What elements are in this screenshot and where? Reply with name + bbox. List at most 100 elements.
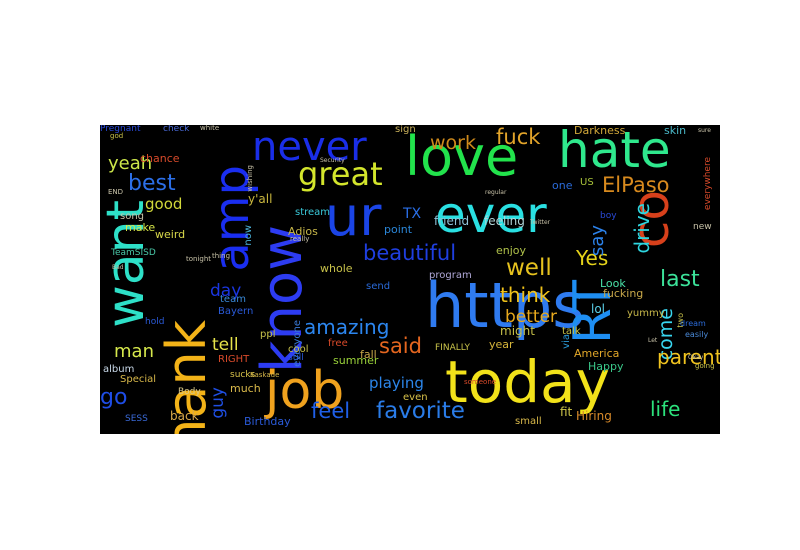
- word: everywhere: [703, 157, 713, 211]
- word: wishing: [246, 165, 254, 192]
- word: good: [145, 195, 183, 213]
- word: dream: [680, 319, 706, 328]
- word: send: [366, 281, 391, 292]
- word: god: [110, 132, 124, 140]
- word: back: [170, 409, 199, 423]
- word: Birthday: [244, 415, 291, 428]
- word: tonight: [186, 255, 212, 263]
- word: TX: [403, 206, 422, 222]
- word: ElPaso: [602, 173, 670, 197]
- word: Special: [120, 374, 157, 385]
- word: FINALLY: [435, 343, 471, 353]
- word: yummy: [627, 308, 665, 319]
- word: even: [403, 392, 428, 403]
- word: fall: [360, 348, 377, 361]
- word: go: [100, 385, 128, 410]
- word: tell: [212, 335, 239, 355]
- word: really: [290, 235, 310, 243]
- word: sure: [698, 127, 711, 134]
- word: boy: [600, 211, 617, 221]
- word: chance: [140, 152, 180, 165]
- word: still: [288, 353, 304, 363]
- word: US: [580, 177, 594, 188]
- word: Bayern: [218, 306, 254, 317]
- word: via: [561, 334, 572, 349]
- word: amazing: [304, 315, 390, 339]
- word: one: [552, 179, 573, 192]
- word: Let: [648, 337, 658, 344]
- word: sign: [395, 125, 416, 135]
- word: summer: [333, 354, 379, 367]
- word: hate: [558, 125, 671, 179]
- word: America: [574, 347, 620, 360]
- word: drive: [630, 203, 654, 254]
- word: might: [500, 324, 535, 338]
- word: white: [200, 125, 220, 132]
- word: friend: [434, 214, 470, 228]
- word: song: [120, 211, 145, 222]
- word: man: [114, 341, 154, 362]
- word: regular: [485, 189, 507, 196]
- word: never: [252, 125, 367, 170]
- word: today: [445, 348, 610, 416]
- word: playing: [369, 374, 424, 392]
- word: Darkness: [574, 125, 626, 137]
- word: job: [265, 361, 345, 421]
- word: talk: [562, 326, 581, 337]
- word: cool: [288, 344, 309, 355]
- word: Yes: [576, 246, 609, 270]
- word: best: [128, 171, 176, 196]
- word: now: [243, 225, 254, 246]
- word-cloud: https today job Thank amp know want RT l…: [100, 125, 720, 434]
- word: Kaskade: [250, 371, 280, 379]
- word: say: [587, 225, 608, 257]
- word: last: [660, 267, 700, 292]
- word: parent: [657, 345, 720, 369]
- word: Twitter: [530, 219, 551, 226]
- word: y'all: [248, 192, 273, 206]
- word: small: [515, 416, 542, 427]
- word: ever: [435, 186, 547, 244]
- word: skin: [664, 125, 687, 137]
- word: sucks: [230, 370, 256, 380]
- word: year: [489, 338, 514, 351]
- word: Happy: [588, 360, 624, 373]
- word: program: [429, 270, 472, 281]
- word: hold: [145, 317, 165, 327]
- word: life: [650, 397, 681, 421]
- word: easily: [685, 330, 709, 339]
- word: weird: [155, 228, 186, 241]
- word: ur: [325, 185, 382, 248]
- word: album: [103, 364, 135, 375]
- word: someone: [464, 378, 497, 386]
- word: yeah: [108, 153, 153, 174]
- word: day: [210, 281, 242, 301]
- word: https: [425, 269, 585, 342]
- word: free: [328, 338, 348, 349]
- word: fit: [560, 405, 573, 419]
- word: point: [384, 223, 413, 236]
- word: Adios: [288, 225, 318, 238]
- word: enjoy: [496, 244, 527, 257]
- word: love: [405, 125, 519, 188]
- word: team: [220, 294, 246, 305]
- word: END: [108, 188, 124, 196]
- word: beautiful: [363, 241, 457, 265]
- word: better: [505, 307, 558, 327]
- word: feeling: [484, 214, 525, 228]
- word: fucking: [603, 287, 644, 300]
- word: much: [230, 382, 261, 395]
- word: new: [693, 222, 712, 232]
- word: Okay: [688, 354, 704, 361]
- word: feel: [311, 399, 351, 423]
- word: Body: [178, 387, 201, 397]
- word: Security: [320, 157, 345, 164]
- word: fuck: [496, 125, 541, 149]
- word: ppl: [260, 329, 276, 340]
- word: SESS: [125, 414, 148, 424]
- word: favorite: [376, 398, 465, 424]
- word: well: [506, 255, 552, 281]
- word: Look: [600, 277, 626, 290]
- word: stream: [295, 207, 331, 218]
- word: thing: [212, 252, 231, 260]
